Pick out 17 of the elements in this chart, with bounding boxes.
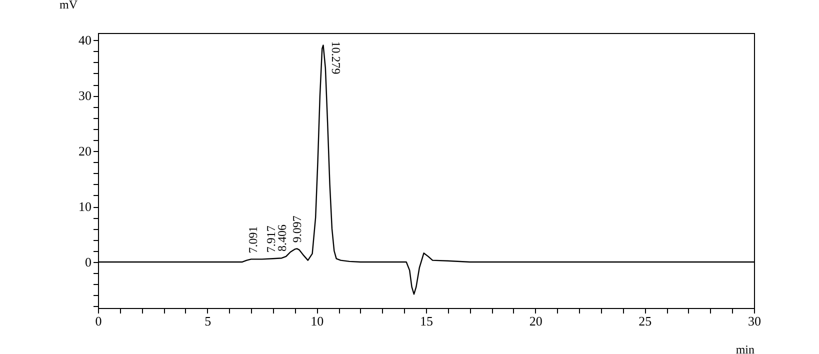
y-axis-title: mV (60, 0, 78, 12)
x-tick-label: 15 (420, 314, 433, 328)
x-tick-label: 10 (310, 314, 324, 328)
annotation: 10.279 (328, 41, 343, 74)
x-tick-label: 30 (748, 314, 761, 328)
x-tick-label: 20 (529, 314, 542, 328)
x-tick-label: 25 (638, 314, 652, 328)
annotation: 7.091 (246, 226, 260, 254)
x-tick-label: 5 (204, 314, 212, 328)
x-axis-title: min (736, 342, 754, 354)
annotation: 9.097 (290, 216, 304, 243)
x-tick-label: 0 (95, 314, 102, 328)
y-tick-label: 10 (78, 199, 92, 214)
y-tick-label: 0 (85, 254, 92, 270)
y-tick-label: 30 (78, 88, 92, 104)
y-tick-label: 40 (78, 32, 92, 48)
y-tick-label: 20 (78, 144, 92, 159)
